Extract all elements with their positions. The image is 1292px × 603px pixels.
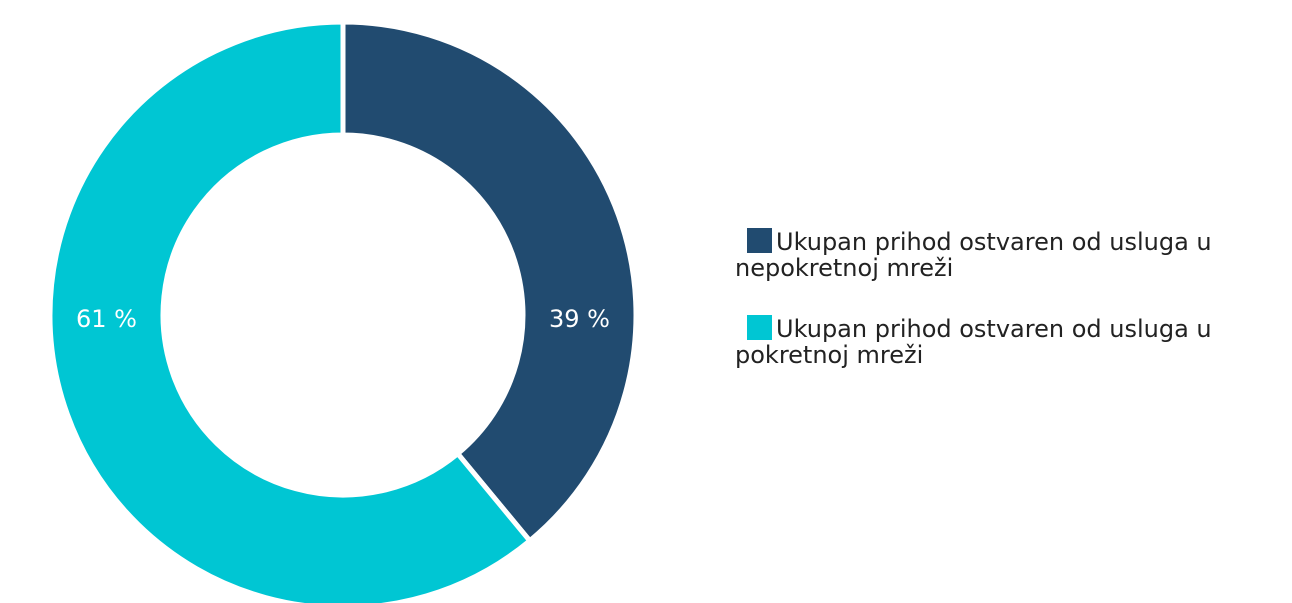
data-label: 39 %	[549, 305, 610, 333]
legend-item: Ukupan prihod ostvaren od usluga u pokre…	[735, 315, 1285, 368]
legend: Ukupan prihod ostvaren od usluga u nepok…	[735, 228, 1285, 402]
slice	[47, 19, 534, 603]
legend-label: Ukupan prihod ostvaren od usluga u pokre…	[735, 315, 1212, 369]
data-label: 61 %	[76, 305, 137, 333]
legend-swatch	[747, 228, 772, 253]
legend-item: Ukupan prihod ostvaren od usluga u nepok…	[735, 228, 1285, 281]
slice	[340, 19, 639, 545]
legend-swatch	[747, 315, 772, 340]
legend-label: Ukupan prihod ostvaren od usluga u nepok…	[735, 228, 1212, 282]
